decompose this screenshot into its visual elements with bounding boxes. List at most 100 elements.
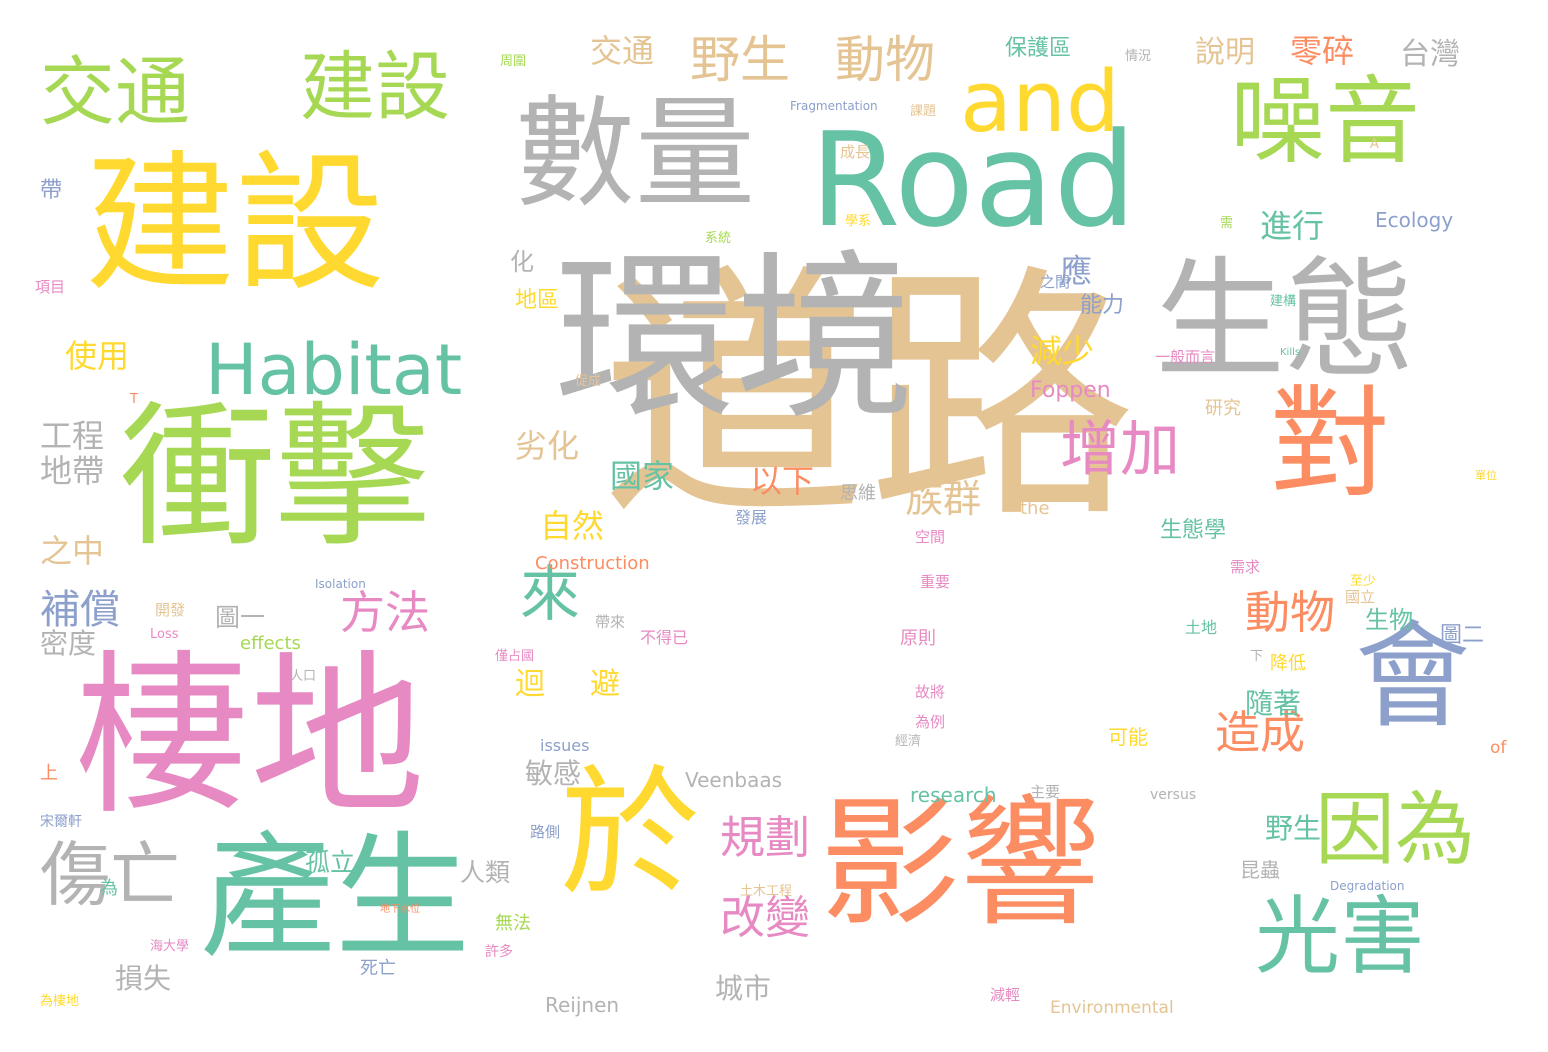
word: T (130, 392, 138, 407)
word: 對 (1270, 375, 1390, 514)
word: 為例 (915, 713, 946, 731)
word: 僅占國 (495, 649, 535, 664)
word: 為棲地 (40, 994, 80, 1009)
word: Fragmentation (790, 99, 878, 113)
word: 開發 (155, 601, 186, 619)
word: 道路 (600, 243, 1136, 555)
word: 原則 (900, 628, 936, 649)
word: 研究 (1205, 398, 1241, 419)
word: 來 (520, 560, 580, 630)
word: 不得已 (640, 628, 689, 647)
word: effects (240, 633, 301, 654)
word: 損失 (115, 962, 172, 995)
word: 以下 (750, 462, 815, 500)
word: Ecology (1375, 208, 1454, 232)
word: 光害 (1255, 888, 1426, 987)
word: the (1020, 498, 1050, 519)
word: 造成 (1215, 706, 1306, 759)
word: 密度 (40, 627, 97, 660)
word: Veenbaas (685, 768, 783, 792)
word: research (910, 783, 997, 807)
word: 項目 (35, 278, 66, 296)
word: Degradation (1330, 879, 1405, 893)
word: Construction (535, 553, 650, 574)
word: issues (540, 736, 590, 755)
word: 族群 (905, 477, 982, 521)
word: 影響 (820, 783, 1101, 946)
word: 迴 (515, 667, 545, 702)
word: 帶來 (595, 613, 626, 631)
word: 劣化 (515, 427, 580, 465)
word: 之間 (1040, 273, 1071, 291)
word: and (960, 53, 1120, 152)
word: 工程 (40, 417, 105, 455)
word: 減少 (1030, 332, 1095, 370)
word: 周圍 (500, 54, 527, 69)
word: 動物 (835, 31, 935, 89)
word: 海大學 (150, 939, 190, 954)
word: 棲地 (75, 636, 425, 839)
word: 土木工程 (740, 884, 793, 899)
word: 生態學 (1160, 518, 1227, 543)
word: 敏感 (525, 757, 582, 790)
word: 促成 (575, 374, 602, 389)
word: 重要 (920, 573, 951, 591)
word: 應 (1060, 252, 1093, 290)
word: 之中 (40, 532, 105, 570)
word: 數量 (515, 85, 755, 224)
word: 交通 (40, 48, 191, 136)
word: A (1370, 137, 1379, 152)
word: 昆蟲 (1240, 858, 1280, 882)
word: 因為 (1315, 783, 1475, 876)
word: 可能 (1108, 725, 1148, 749)
word: 自然 (540, 507, 605, 545)
word: 發展 (735, 508, 768, 527)
word: 死亡 (360, 958, 396, 979)
word: 許多 (485, 944, 513, 960)
word: 動物 (1245, 586, 1336, 639)
word: 圖二 (1440, 623, 1485, 648)
word: versus (1150, 787, 1197, 803)
word: 衝擊 (120, 387, 430, 568)
word: 經濟 (895, 734, 922, 749)
word: 方法 (340, 586, 431, 639)
word: 土地 (1185, 618, 1218, 637)
word: 系統 (705, 231, 732, 246)
word: 需求 (1230, 558, 1261, 576)
word: 下 (1250, 649, 1264, 664)
word: 單位 (1475, 469, 1497, 482)
word: 圖一 (215, 603, 266, 632)
word: 地下水位 (380, 904, 420, 915)
word: 至少 (1350, 574, 1377, 589)
word: Loss (150, 627, 179, 642)
word: 於 (560, 753, 701, 916)
word: 零碎 (1290, 32, 1355, 70)
word: 主要 (1030, 783, 1061, 801)
word: 上 (40, 763, 58, 784)
word: 生態 (1155, 244, 1416, 396)
word: 空間 (915, 528, 946, 546)
word: of (1490, 738, 1507, 758)
word: Environmental (1050, 998, 1174, 1018)
word: 路側 (530, 823, 561, 841)
word: 減輕 (990, 986, 1021, 1004)
word: Road (810, 104, 1137, 256)
word: 情況 (1125, 49, 1152, 64)
word: 帶 (40, 178, 63, 203)
word: 宋爾軒 (40, 814, 82, 830)
word: 一般而言 (1155, 348, 1216, 366)
word: 建構 (1270, 294, 1297, 309)
word: Kills (1280, 347, 1301, 358)
word: 能力 (1080, 293, 1125, 318)
word: 噪音 (1230, 67, 1421, 177)
word: 台灣 (1400, 37, 1460, 72)
word: 說明 (1195, 35, 1255, 70)
word: 交通 (590, 32, 655, 70)
word: 使用 (65, 337, 130, 375)
word: 學系 (845, 214, 872, 229)
word: Reijnen (545, 993, 620, 1017)
word: 隨著 (1245, 687, 1302, 720)
word: 降低 (1270, 653, 1306, 674)
word: 避 (590, 667, 620, 702)
